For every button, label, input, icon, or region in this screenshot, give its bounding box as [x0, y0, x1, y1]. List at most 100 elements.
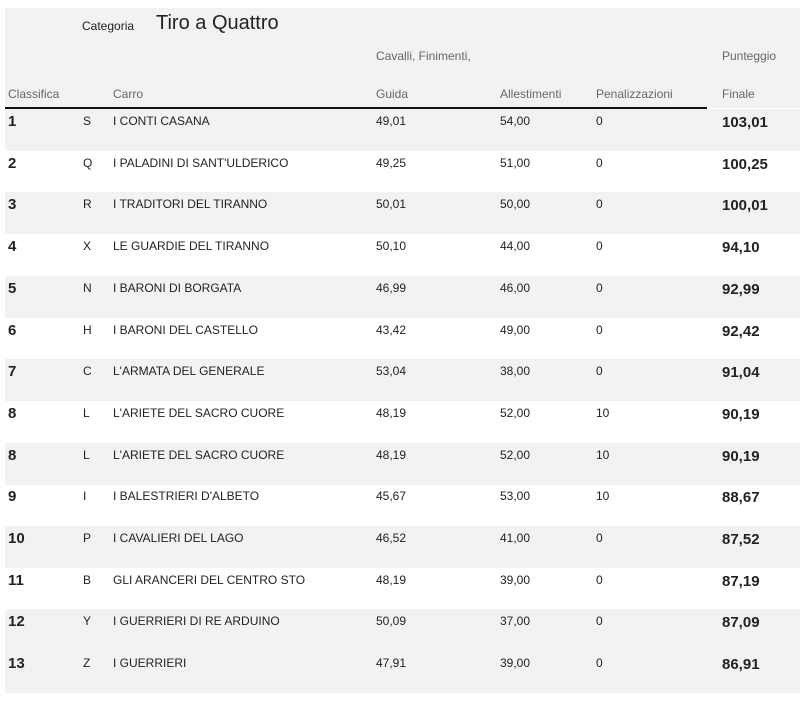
- cell-rank: 4: [8, 238, 17, 256]
- cell-code: Z: [83, 656, 91, 671]
- cell-guida: 53,04: [376, 364, 407, 379]
- cell-finale: 87,09: [722, 614, 760, 632]
- table-row: 1 S I CONTI CASANA 49,01 54,00 0 103,01: [5, 109, 800, 151]
- cell-allestimenti: 38,00: [500, 364, 531, 379]
- cell-carro: I BALESTRIERI D'ALBETO: [113, 489, 260, 504]
- table-row: 8 L L'ARIETE DEL SACRO CUORE 48,19 52,00 10 90…: [5, 442, 800, 485]
- cell-carro: I CAVALIERI DEL LAGO: [113, 531, 244, 545]
- cell-finale: 100,01: [722, 197, 768, 215]
- cell-carro: GLI ARANCERI DEL CENTRO STO: [113, 572, 306, 587]
- cell-guida: 48,19: [376, 405, 407, 420]
- cell-penalizzazioni: 0: [596, 280, 603, 295]
- cell-carro: I BARONI DEL CASTELLO: [113, 322, 258, 337]
- cell-allestimenti: 54,00: [500, 114, 531, 128]
- categoria-label: Categoria: [82, 19, 135, 33]
- cell-carro: LE GUARDIE DEL TIRANNO: [113, 239, 270, 254]
- cell-code: I: [83, 489, 87, 504]
- cell-code: S: [83, 114, 92, 128]
- col-carro: Carro: [113, 87, 144, 101]
- cell-rank: 1: [8, 113, 17, 130]
- cell-penalizzazioni: 10: [596, 405, 610, 420]
- cell-carro: L'ARIETE DEL SACRO CUORE: [113, 447, 285, 462]
- cell-finale: 94,10: [722, 239, 760, 257]
- cell-guida: 50,10: [376, 239, 407, 254]
- cell-guida: 43,42: [376, 322, 407, 337]
- table-row: 2 Q I PALADINI DI SANT'ULDERICO 49,25 51,00 0…: [5, 151, 800, 193]
- cell-allestimenti: 39,00: [500, 572, 531, 587]
- cell-allestimenti: 52,00: [500, 405, 531, 420]
- cell-code: B: [83, 572, 92, 587]
- cell-rank: 10: [8, 530, 25, 547]
- cell-guida: 49,25: [376, 155, 407, 170]
- table-row: 12 Y I GUERRIERI DI RE ARDUINO 50,09 37,00 0 8…: [5, 609, 800, 652]
- cell-penalizzazioni: 0: [596, 614, 603, 629]
- cell-carro: L'ARMATA DEL GENERALE: [113, 364, 265, 379]
- table-row: 6 H I BARONI DEL CASTELLO 43,42 49,00 0 92,42: [5, 318, 800, 360]
- cell-guida: 50,09: [376, 614, 407, 629]
- cell-finale: 87,52: [722, 531, 760, 548]
- cell-carro: I PALADINI DI SANT'ULDERICO: [113, 155, 289, 170]
- cell-rank: 3: [8, 196, 17, 214]
- cell-allestimenti: 50,00: [500, 197, 531, 212]
- cell-code: H: [83, 322, 92, 337]
- cell-finale: 86,91: [722, 656, 760, 674]
- cell-finale: 88,67: [722, 489, 760, 507]
- table-row: 5 N I BARONI DI BORGATA 46,99 46,00 0 92,99: [5, 275, 800, 318]
- cell-finale: 91,04: [722, 364, 760, 382]
- cell-penalizzazioni: 0: [596, 656, 603, 671]
- cell-code: L: [83, 405, 90, 420]
- col-classifica: Classifica: [8, 87, 60, 101]
- table-row: 13 Z I GUERRIERI 47,91 39,00 0 86,91: [5, 651, 800, 694]
- table-row: 10 P I CAVALIERI DEL LAGO 46,52 41,00 0 87,52: [5, 526, 800, 568]
- table-row: 9 I I BALESTRIERI D'ALBETO 45,67 53,00 10 88,6…: [5, 484, 800, 526]
- cell-penalizzazioni: 0: [596, 197, 603, 212]
- cell-allestimenti: 53,00: [500, 489, 531, 504]
- cell-rank: 11: [8, 571, 24, 589]
- cell-rank: 2: [8, 154, 17, 172]
- table-row: 3 R I TRADITORI DEL TIRANNO 50,01 50,00 0 100,…: [5, 192, 800, 235]
- cell-finale: 92,42: [722, 322, 760, 340]
- col-allestimenti: Allestimenti: [500, 87, 562, 101]
- cell-allestimenti: 41,00: [500, 531, 531, 545]
- cell-code: Q: [83, 155, 93, 170]
- cell-guida: 48,19: [376, 572, 407, 587]
- cell-penalizzazioni: 0: [596, 239, 603, 254]
- cell-penalizzazioni: 0: [596, 155, 603, 170]
- cell-carro: I GUERRIERI DI RE ARDUINO: [113, 614, 280, 629]
- cell-allestimenti: 49,00: [500, 322, 531, 337]
- page-title: Tiro a Quattro: [156, 12, 279, 34]
- col-guida-line2: Guida: [376, 87, 409, 101]
- cell-carro: I CONTI CASANA: [113, 114, 210, 128]
- cell-allestimenti: 37,00: [500, 614, 531, 629]
- cell-rank: 8: [8, 446, 17, 464]
- col-guida-line1: Cavalli, Finimenti,: [376, 49, 471, 63]
- col-finale-line1: Punteggio: [722, 49, 777, 63]
- cell-guida: 45,67: [376, 489, 407, 504]
- cell-rank: 8: [8, 404, 17, 422]
- col-penalizzazioni: Penalizzazioni: [596, 87, 673, 101]
- cell-code: P: [83, 531, 92, 545]
- cell-rank: 5: [8, 279, 17, 297]
- cell-allestimenti: 51,00: [500, 155, 531, 170]
- cell-rank: 7: [8, 363, 17, 381]
- cell-guida: 48,19: [376, 447, 407, 462]
- table-header: [5, 8, 800, 108]
- cell-rank: 13: [8, 655, 25, 673]
- cell-penalizzazioni: 0: [596, 322, 603, 337]
- cell-allestimenti: 44,00: [500, 239, 531, 254]
- cell-penalizzazioni: 0: [596, 114, 603, 128]
- cell-code: R: [83, 197, 92, 212]
- table-row: 8 L L'ARIETE DEL SACRO CUORE 48,19 52,00 10 90…: [5, 401, 800, 443]
- cell-carro: I TRADITORI DEL TIRANNO: [113, 197, 268, 212]
- table-row: 7 C L'ARMATA DEL GENERALE 53,04 38,00 0 91,04: [5, 359, 800, 402]
- cell-code: Y: [83, 614, 92, 629]
- cell-guida: 50,01: [376, 197, 407, 212]
- cell-rank: 9: [8, 488, 17, 506]
- cell-penalizzazioni: 0: [596, 364, 603, 379]
- cell-code: L: [83, 447, 90, 462]
- cell-finale: 90,19: [722, 405, 760, 423]
- cell-carro: I GUERRIERI: [113, 656, 187, 671]
- cell-rank: 6: [8, 321, 17, 339]
- cell-guida: 47,91: [376, 656, 407, 671]
- cell-code: C: [83, 364, 92, 379]
